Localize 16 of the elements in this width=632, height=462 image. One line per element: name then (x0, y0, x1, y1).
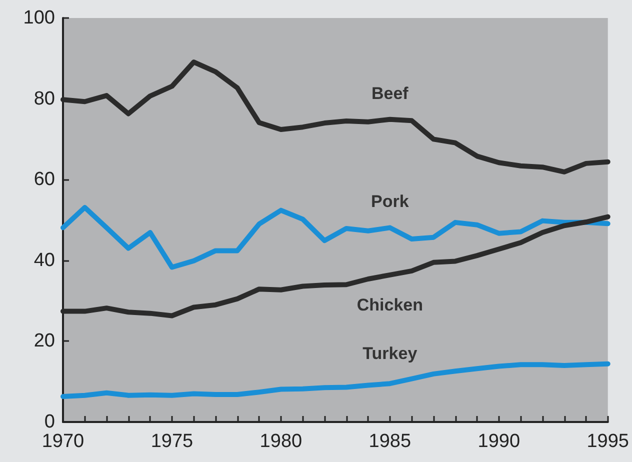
y-tick-label: 100 (23, 8, 55, 28)
x-tick-label: 1970 (42, 431, 84, 452)
series-label: Beef (371, 84, 409, 103)
x-tick-label: 1980 (260, 431, 302, 452)
y-tick-label: 0 (44, 412, 55, 432)
series-label: Pork (371, 192, 410, 212)
series-label: Turkey (362, 344, 418, 364)
x-tick-label: 1990 (478, 431, 520, 452)
series-label: Chicken (356, 295, 423, 314)
y-tick-label: 80 (34, 88, 55, 110)
y-tick-label: 60 (34, 169, 55, 190)
x-tick-label: 1985 (368, 431, 412, 452)
x-tick-label: 1995 (586, 431, 630, 452)
x-tick-label: 1975 (150, 431, 194, 452)
y-tick-label: 40 (34, 250, 55, 271)
y-tick-label: 20 (34, 330, 55, 352)
